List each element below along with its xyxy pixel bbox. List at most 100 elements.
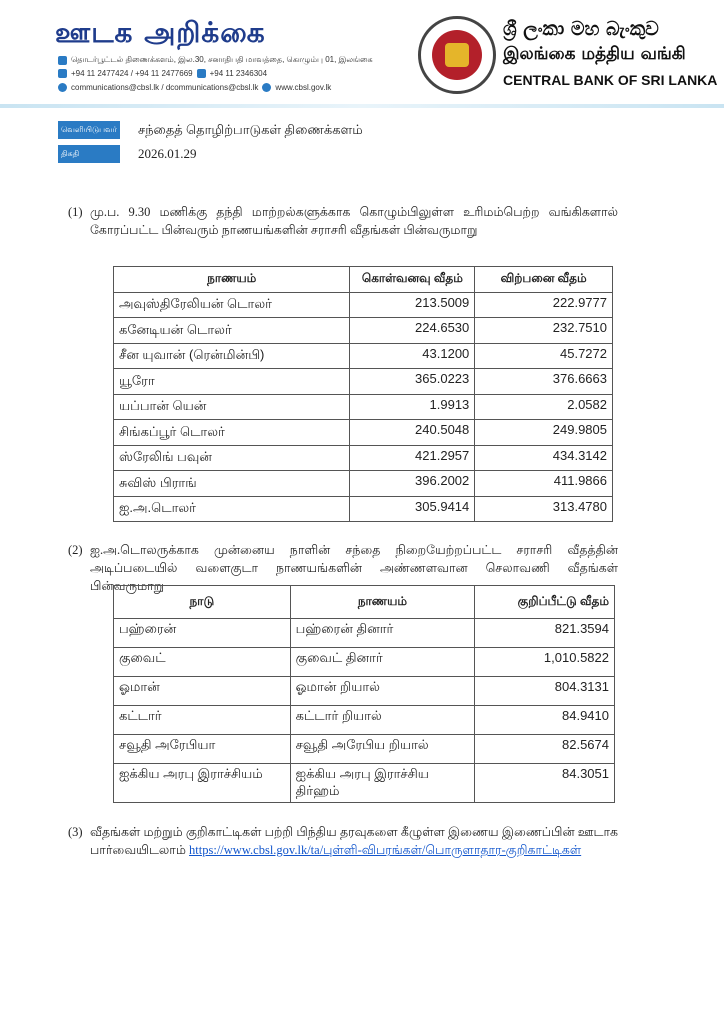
table-row: கட்டார் கட்டார் றியால் 84.9410: [113, 705, 615, 735]
paragraph-3: (3) வீதங்கள் மற்றும் குறிகாட்டிகள் பற்றி …: [68, 823, 618, 859]
table-cell: 365.0223: [349, 368, 476, 395]
table-row: ஓமான் ஓமான் றியால் 804.3131: [113, 676, 615, 706]
column-header: விற்பனை வீதம்: [474, 266, 613, 293]
table-cell: கனேடியன் டொலர்: [112, 317, 351, 344]
para-number: (2): [68, 543, 83, 557]
table-cell: ஐ.அ.டொலர்: [112, 495, 351, 522]
bank-name-tamil: இலங்கை மத்திய வங்கி: [503, 44, 686, 64]
bank-name-sinhala: ශ්‍රී ලංකා මහ බැංකුව: [503, 18, 659, 40]
table-cell: சிங்கப்பூர் டொலர்: [112, 419, 351, 446]
table-row: சிங்கப்பூர் டொலர் 240.5048 249.9805: [112, 419, 613, 446]
table-row: ஐ.அ.டொலர் 305.9414 313.4780: [112, 495, 613, 522]
table-cell: 240.5048: [349, 419, 476, 446]
at-icon: [58, 83, 67, 92]
table-cell: 411.9866: [474, 470, 613, 497]
central-bank-seal-icon: [418, 16, 496, 94]
phone-line: +94 11 2477424 / +94 11 2477669 +94 11 23…: [58, 69, 267, 78]
table-row: சுவிஸ் பிராங் 396.2002 411.9866: [112, 470, 613, 497]
table-cell: ஓமான் றியால்: [289, 676, 476, 706]
para-number: (3): [68, 825, 83, 839]
table-cell: 1,010.5822: [474, 647, 615, 677]
table-cell: பஹ்ரைன்: [113, 618, 291, 648]
mail-icon: [58, 55, 67, 65]
email[interactable]: communications@cbsl.lk / dcommunications…: [71, 83, 259, 92]
table-cell: 82.5674: [474, 734, 615, 764]
table-row: யூரோ 365.0223 376.6663: [112, 368, 613, 395]
column-header: நாணயம்: [289, 585, 476, 619]
table-cell: 376.6663: [474, 368, 613, 395]
table-cell: அவுஸ்திரேலியன் டொலர்: [112, 291, 351, 318]
fax: +94 11 2346304: [209, 69, 268, 78]
table-cell: 43.1200: [349, 342, 476, 369]
table-cell: சீன யுவான் (ரென்மின்பி): [112, 342, 351, 369]
table-cell: சவூதி அரேபிய றியால்: [289, 734, 476, 764]
para-text: மு.ப. 9.30 மணிக்கு தந்தி மாற்றல்களுக்காக…: [90, 205, 618, 237]
bank-name-english: CENTRAL BANK OF SRI LANKA: [503, 72, 718, 88]
issuer-label: வெளியிடுபவர்: [58, 121, 120, 139]
column-header: நாடு: [113, 585, 291, 619]
table-cell: கட்டார் றியால்: [289, 705, 476, 735]
column-header: குறிப்பீட்டு வீதம்: [474, 585, 615, 619]
table-cell: 396.2002: [349, 470, 476, 497]
date: 2026.01.29: [138, 146, 197, 161]
table-row: யப்பான் யென் 1.9913 2.0582: [112, 393, 613, 420]
table-header-row: நாடு நாணயம் குறிப்பீட்டு வீதம்: [113, 585, 615, 619]
table-cell: 224.6530: [349, 317, 476, 344]
table-cell: 421.2957: [349, 444, 476, 471]
column-header: கொள்வனவு வீதம்: [349, 266, 476, 293]
table-cell: குவைட் தினார்: [289, 647, 476, 677]
table-row: அவுஸ்திரேலியன் டொலர் 213.5009 222.9777: [112, 291, 613, 318]
phone-icon: [58, 69, 67, 78]
table-row: ஸ்ரேலிங் பவுன் 421.2957 434.3142: [112, 444, 613, 471]
web-line: communications@cbsl.lk / dcommunications…: [58, 83, 331, 92]
exchange-rates-table: நாணயம் கொள்வனவு வீதம் விற்பனை வீதம் அவுஸ…: [112, 266, 613, 522]
address-line: தொடர்பூட்டல் திணைக்களம், இல.30, சனாதிபதி…: [58, 55, 373, 65]
table-cell: 249.9805: [474, 419, 613, 446]
table-row: ஐக்கிய அரபு இராச்சியம் ஐக்கிய அரபு இராச்ச…: [113, 763, 615, 803]
website[interactable]: www.cbsl.gov.lk: [275, 83, 332, 92]
table-cell: கட்டார்: [113, 705, 291, 735]
para-number: (1): [68, 205, 83, 219]
table-cell: ஐக்கிய அரபு இராச்சிய திர்ஹம்: [289, 763, 476, 803]
fax-icon: [196, 69, 206, 78]
table-row: குவைட் குவைட் தினார் 1,010.5822: [113, 647, 615, 677]
table-cell: 305.9414: [349, 495, 476, 522]
table-cell: ஸ்ரேலிங் பவுன்: [112, 444, 351, 471]
para-text: வீதங்கள் மற்றும் குறிகாட்டிகள் பற்றி பிந…: [90, 825, 618, 857]
table-cell: 313.4780: [474, 495, 613, 522]
address: தொடர்பூட்டல் திணைக்களம், இல.30, சனாதிபதி…: [71, 55, 373, 64]
table-cell: 232.7510: [474, 317, 613, 344]
indicators-link[interactable]: https://www.cbsl.gov.lk/ta/புள்ளி-விபரங்…: [189, 843, 582, 857]
table-cell: ஐக்கிய அரபு இராச்சியம்: [113, 763, 291, 803]
phone: +94 11 2477424 / +94 11 2477669: [71, 69, 193, 78]
table-cell: யப்பான் யென்: [112, 393, 351, 420]
table-cell: 84.3051: [474, 763, 615, 803]
table-cell: 222.9777: [474, 291, 613, 318]
paragraph-1: (1) மு.ப. 9.30 மணிக்கு தந்தி மாற்றல்களுக்…: [68, 203, 618, 239]
table-cell: 2.0582: [474, 393, 613, 420]
table-cell: 434.3142: [474, 444, 613, 471]
table-cell: 84.9410: [474, 705, 615, 735]
table-row: சீன யுவான் (ரென்மின்பி) 43.1200 45.7272: [112, 342, 613, 369]
table-header-row: நாணயம் கொள்வனவு வீதம் விற்பனை வீதம்: [112, 266, 613, 293]
column-header: நாணயம்: [112, 266, 351, 293]
date-label: திகதி: [58, 145, 120, 163]
table-cell: ஓமான்: [113, 676, 291, 706]
table-cell: 821.3594: [474, 618, 615, 648]
table-row: சவூதி அரேபியா சவூதி அரேபிய றியால் 82.5674: [113, 734, 615, 764]
media-release-logo: ஊடக அறிக்கை: [55, 16, 266, 49]
table-row: பஹ்ரைன் பஹ்ரைன் தினார் 821.3594: [113, 618, 615, 648]
table-cell: 1.9913: [349, 393, 476, 420]
table-cell: சவூதி அரேபியா: [113, 734, 291, 764]
issuer: சந்தைத் தொழிற்பாடுகள் திணைக்களம்: [138, 122, 363, 137]
header-divider: [0, 104, 724, 108]
table-row: கனேடியன் டொலர் 224.6530 232.7510: [112, 317, 613, 344]
table-cell: யூரோ: [112, 368, 351, 395]
table-cell: 45.7272: [474, 342, 613, 369]
table-cell: 213.5009: [349, 291, 476, 318]
table-cell: 804.3131: [474, 676, 615, 706]
table-cell: பஹ்ரைன் தினார்: [289, 618, 476, 648]
globe-icon: [262, 83, 272, 92]
table-cell: குவைட்: [113, 647, 291, 677]
table-cell: சுவிஸ் பிராங்: [112, 470, 351, 497]
